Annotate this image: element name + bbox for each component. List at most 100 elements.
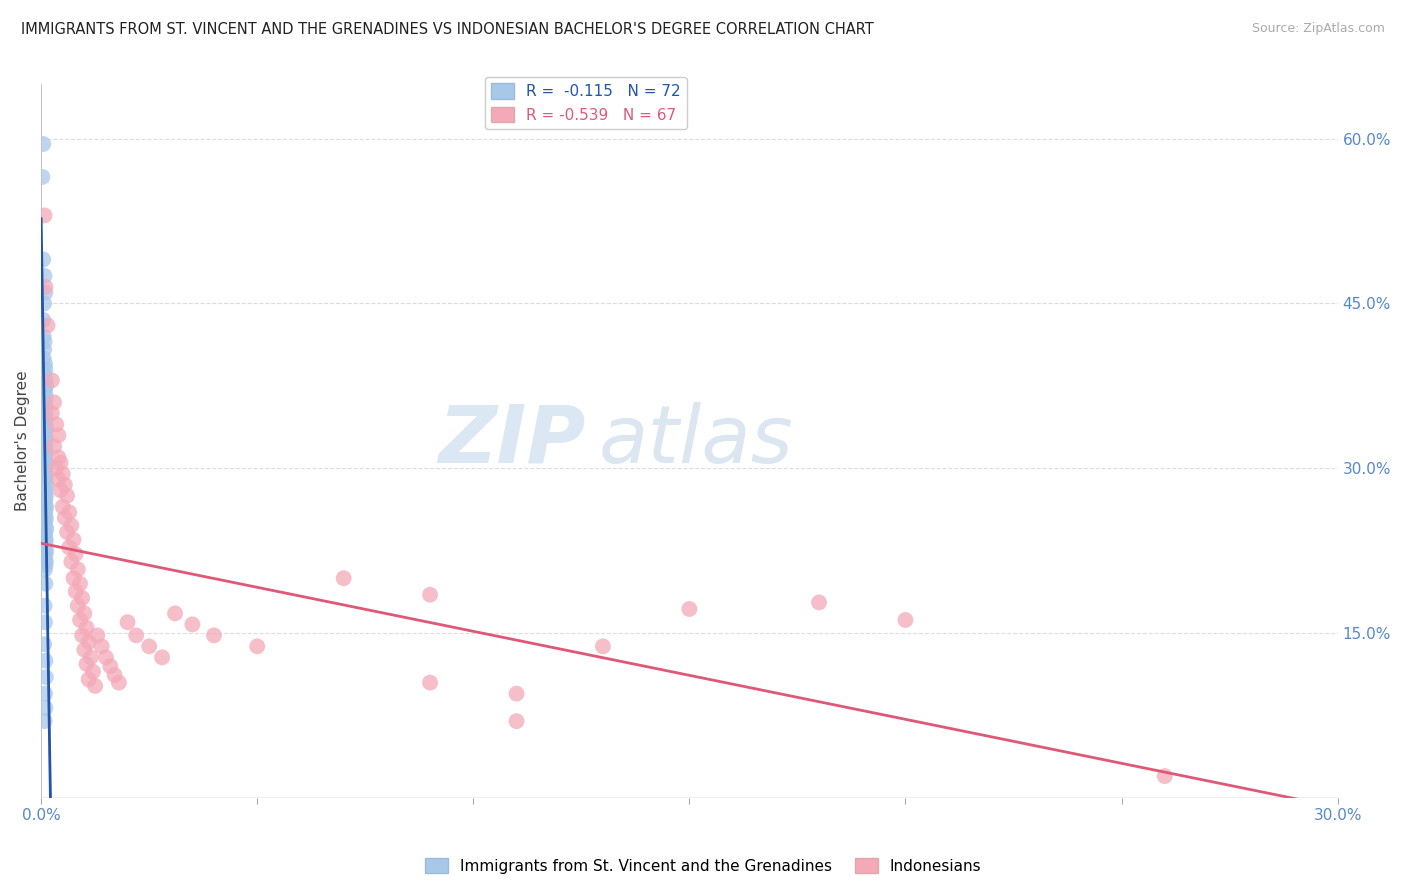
Text: IMMIGRANTS FROM ST. VINCENT AND THE GRENADINES VS INDONESIAN BACHELOR'S DEGREE C: IMMIGRANTS FROM ST. VINCENT AND THE GREN… xyxy=(21,22,875,37)
Point xyxy=(41,406,63,420)
Point xyxy=(34,536,56,550)
Point xyxy=(76,657,98,671)
Point xyxy=(35,477,58,491)
Point xyxy=(48,472,70,486)
Point xyxy=(35,456,58,470)
Legend: Immigrants from St. Vincent and the Grenadines, Indonesians: Immigrants from St. Vincent and the Gren… xyxy=(419,852,987,880)
Point xyxy=(35,379,58,393)
Point xyxy=(34,714,56,728)
Point xyxy=(49,483,72,498)
Point xyxy=(34,357,56,371)
Point xyxy=(34,442,56,456)
Point xyxy=(34,417,56,432)
Point xyxy=(35,533,58,547)
Point xyxy=(98,659,121,673)
Point xyxy=(94,650,117,665)
Point xyxy=(66,562,89,576)
Point xyxy=(65,584,87,599)
Point xyxy=(34,373,56,387)
Point xyxy=(34,558,56,572)
Point xyxy=(66,599,89,613)
Point xyxy=(34,463,56,477)
Point xyxy=(82,665,104,679)
Point xyxy=(32,296,55,310)
Point xyxy=(34,524,56,539)
Point xyxy=(73,607,96,621)
Point xyxy=(73,642,96,657)
Point xyxy=(117,615,139,630)
Text: ZIP: ZIP xyxy=(439,401,586,480)
Point xyxy=(53,477,76,491)
Point xyxy=(34,491,56,506)
Point xyxy=(52,500,75,514)
Point xyxy=(505,687,527,701)
Point xyxy=(34,547,56,561)
Point xyxy=(34,496,56,510)
Point xyxy=(165,607,187,621)
Point xyxy=(34,615,56,630)
Point xyxy=(592,640,614,654)
Point xyxy=(138,640,160,654)
Point xyxy=(34,654,56,668)
Point xyxy=(35,444,58,458)
Point xyxy=(60,555,83,569)
Point xyxy=(32,252,55,267)
Point xyxy=(34,209,56,223)
Point xyxy=(34,426,56,441)
Point xyxy=(32,351,55,366)
Point xyxy=(58,505,80,519)
Point xyxy=(34,285,56,300)
Point xyxy=(246,640,269,654)
Point xyxy=(35,543,58,558)
Point xyxy=(70,628,93,642)
Point xyxy=(34,280,56,294)
Point xyxy=(150,650,173,665)
Point xyxy=(34,452,56,467)
Point xyxy=(1153,769,1175,783)
Point xyxy=(34,541,56,555)
Point xyxy=(678,602,700,616)
Point xyxy=(34,437,56,451)
Point xyxy=(80,650,103,665)
Point xyxy=(34,368,56,382)
Point xyxy=(34,701,56,715)
Point xyxy=(84,679,107,693)
Point xyxy=(34,475,56,489)
Point xyxy=(35,522,58,536)
Point xyxy=(35,500,58,514)
Point xyxy=(34,434,56,448)
Point xyxy=(35,510,58,524)
Point xyxy=(76,621,98,635)
Point xyxy=(56,489,79,503)
Point xyxy=(332,571,354,585)
Point xyxy=(34,481,56,495)
Point xyxy=(34,576,56,591)
Point xyxy=(35,390,58,404)
Point xyxy=(58,541,80,555)
Point xyxy=(125,628,148,642)
Point xyxy=(42,395,65,409)
Point xyxy=(34,334,56,349)
Point xyxy=(53,510,76,524)
Point xyxy=(65,547,87,561)
Point xyxy=(32,637,55,651)
Point xyxy=(35,555,58,569)
Legend: R =  -0.115   N = 72, R = -0.539   N = 67: R = -0.115 N = 72, R = -0.539 N = 67 xyxy=(485,77,686,128)
Point xyxy=(69,613,91,627)
Point xyxy=(34,485,56,500)
Point xyxy=(62,571,84,585)
Point xyxy=(31,169,53,184)
Point xyxy=(34,470,56,484)
Point xyxy=(34,268,56,283)
Point xyxy=(62,533,84,547)
Point xyxy=(34,562,56,576)
Point xyxy=(103,668,125,682)
Point xyxy=(49,456,72,470)
Point xyxy=(90,640,112,654)
Point xyxy=(86,628,108,642)
Point xyxy=(34,514,56,528)
Point xyxy=(48,428,70,442)
Point xyxy=(32,329,55,343)
Point xyxy=(34,401,56,415)
Point xyxy=(32,343,55,357)
